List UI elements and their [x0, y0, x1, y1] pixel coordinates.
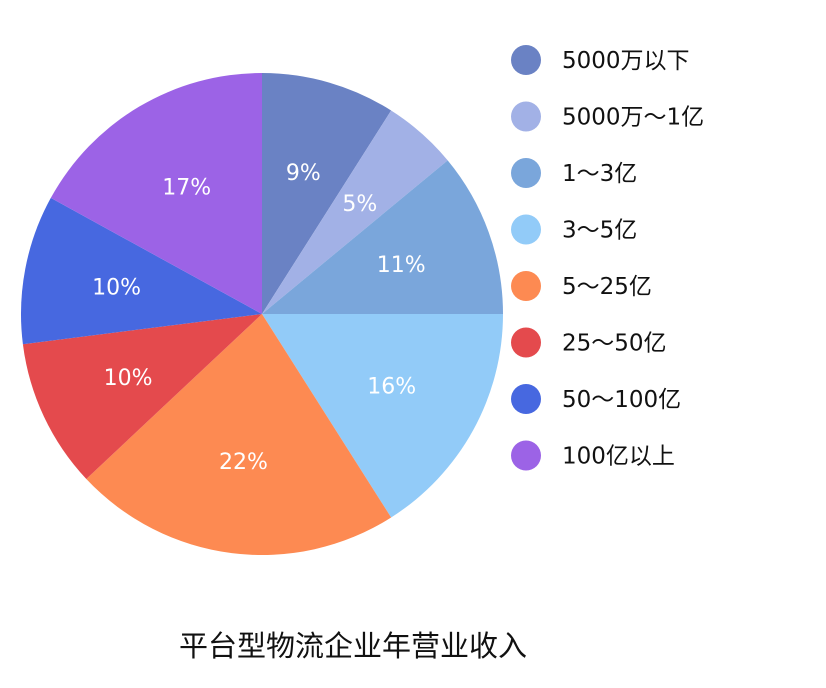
legend-label: 3～5亿	[562, 218, 637, 244]
legend: 5000万以下 5000万～1亿 1～3亿 3～5亿 5～25亿 25～50亿 50～100…	[511, 45, 704, 471]
legend-label: 1～3亿	[562, 161, 637, 187]
legend-label: 5000万以下	[562, 48, 690, 74]
slice-value-label: 5%	[342, 192, 377, 217]
slice-value-label: 10%	[104, 366, 153, 391]
chart-title: 平台型物流企业年营业收入	[179, 629, 527, 663]
legend-label: 5000万～1亿	[562, 105, 704, 131]
pie-slice	[86, 314, 392, 555]
legend-swatch	[511, 45, 541, 75]
legend-swatch	[511, 384, 541, 414]
legend-swatch	[511, 158, 541, 188]
legend-swatch	[511, 440, 541, 471]
slice-value-label: 11%	[377, 253, 426, 278]
legend-label: 100亿以上	[562, 444, 675, 470]
pie-slice	[262, 110, 448, 314]
slice-value-label: 9%	[286, 161, 321, 186]
pie-slice	[22, 314, 262, 479]
legend-swatch	[511, 214, 541, 245]
slice-value-label: 17%	[162, 176, 211, 201]
pie-slice	[262, 73, 392, 314]
pie-slices	[20, 73, 503, 555]
slice-value-label: 16%	[367, 374, 416, 399]
pie-slice	[262, 314, 503, 518]
legend-swatch	[511, 101, 541, 132]
pie-slice	[50, 73, 262, 314]
legend-label: 25～50亿	[562, 331, 667, 357]
legend-label: 50～100亿	[562, 387, 681, 413]
slice-value-label: 22%	[219, 450, 268, 475]
legend-swatch	[511, 271, 541, 301]
pie-value-labels: 9% 5% 11% 16% 22% 10% 10% 17%	[92, 161, 426, 475]
slice-value-label: 10%	[92, 275, 141, 300]
pie-slice	[262, 160, 503, 314]
legend-swatch	[511, 327, 541, 358]
legend-label: 5～25亿	[562, 274, 652, 300]
pie-slice	[20, 197, 262, 345]
